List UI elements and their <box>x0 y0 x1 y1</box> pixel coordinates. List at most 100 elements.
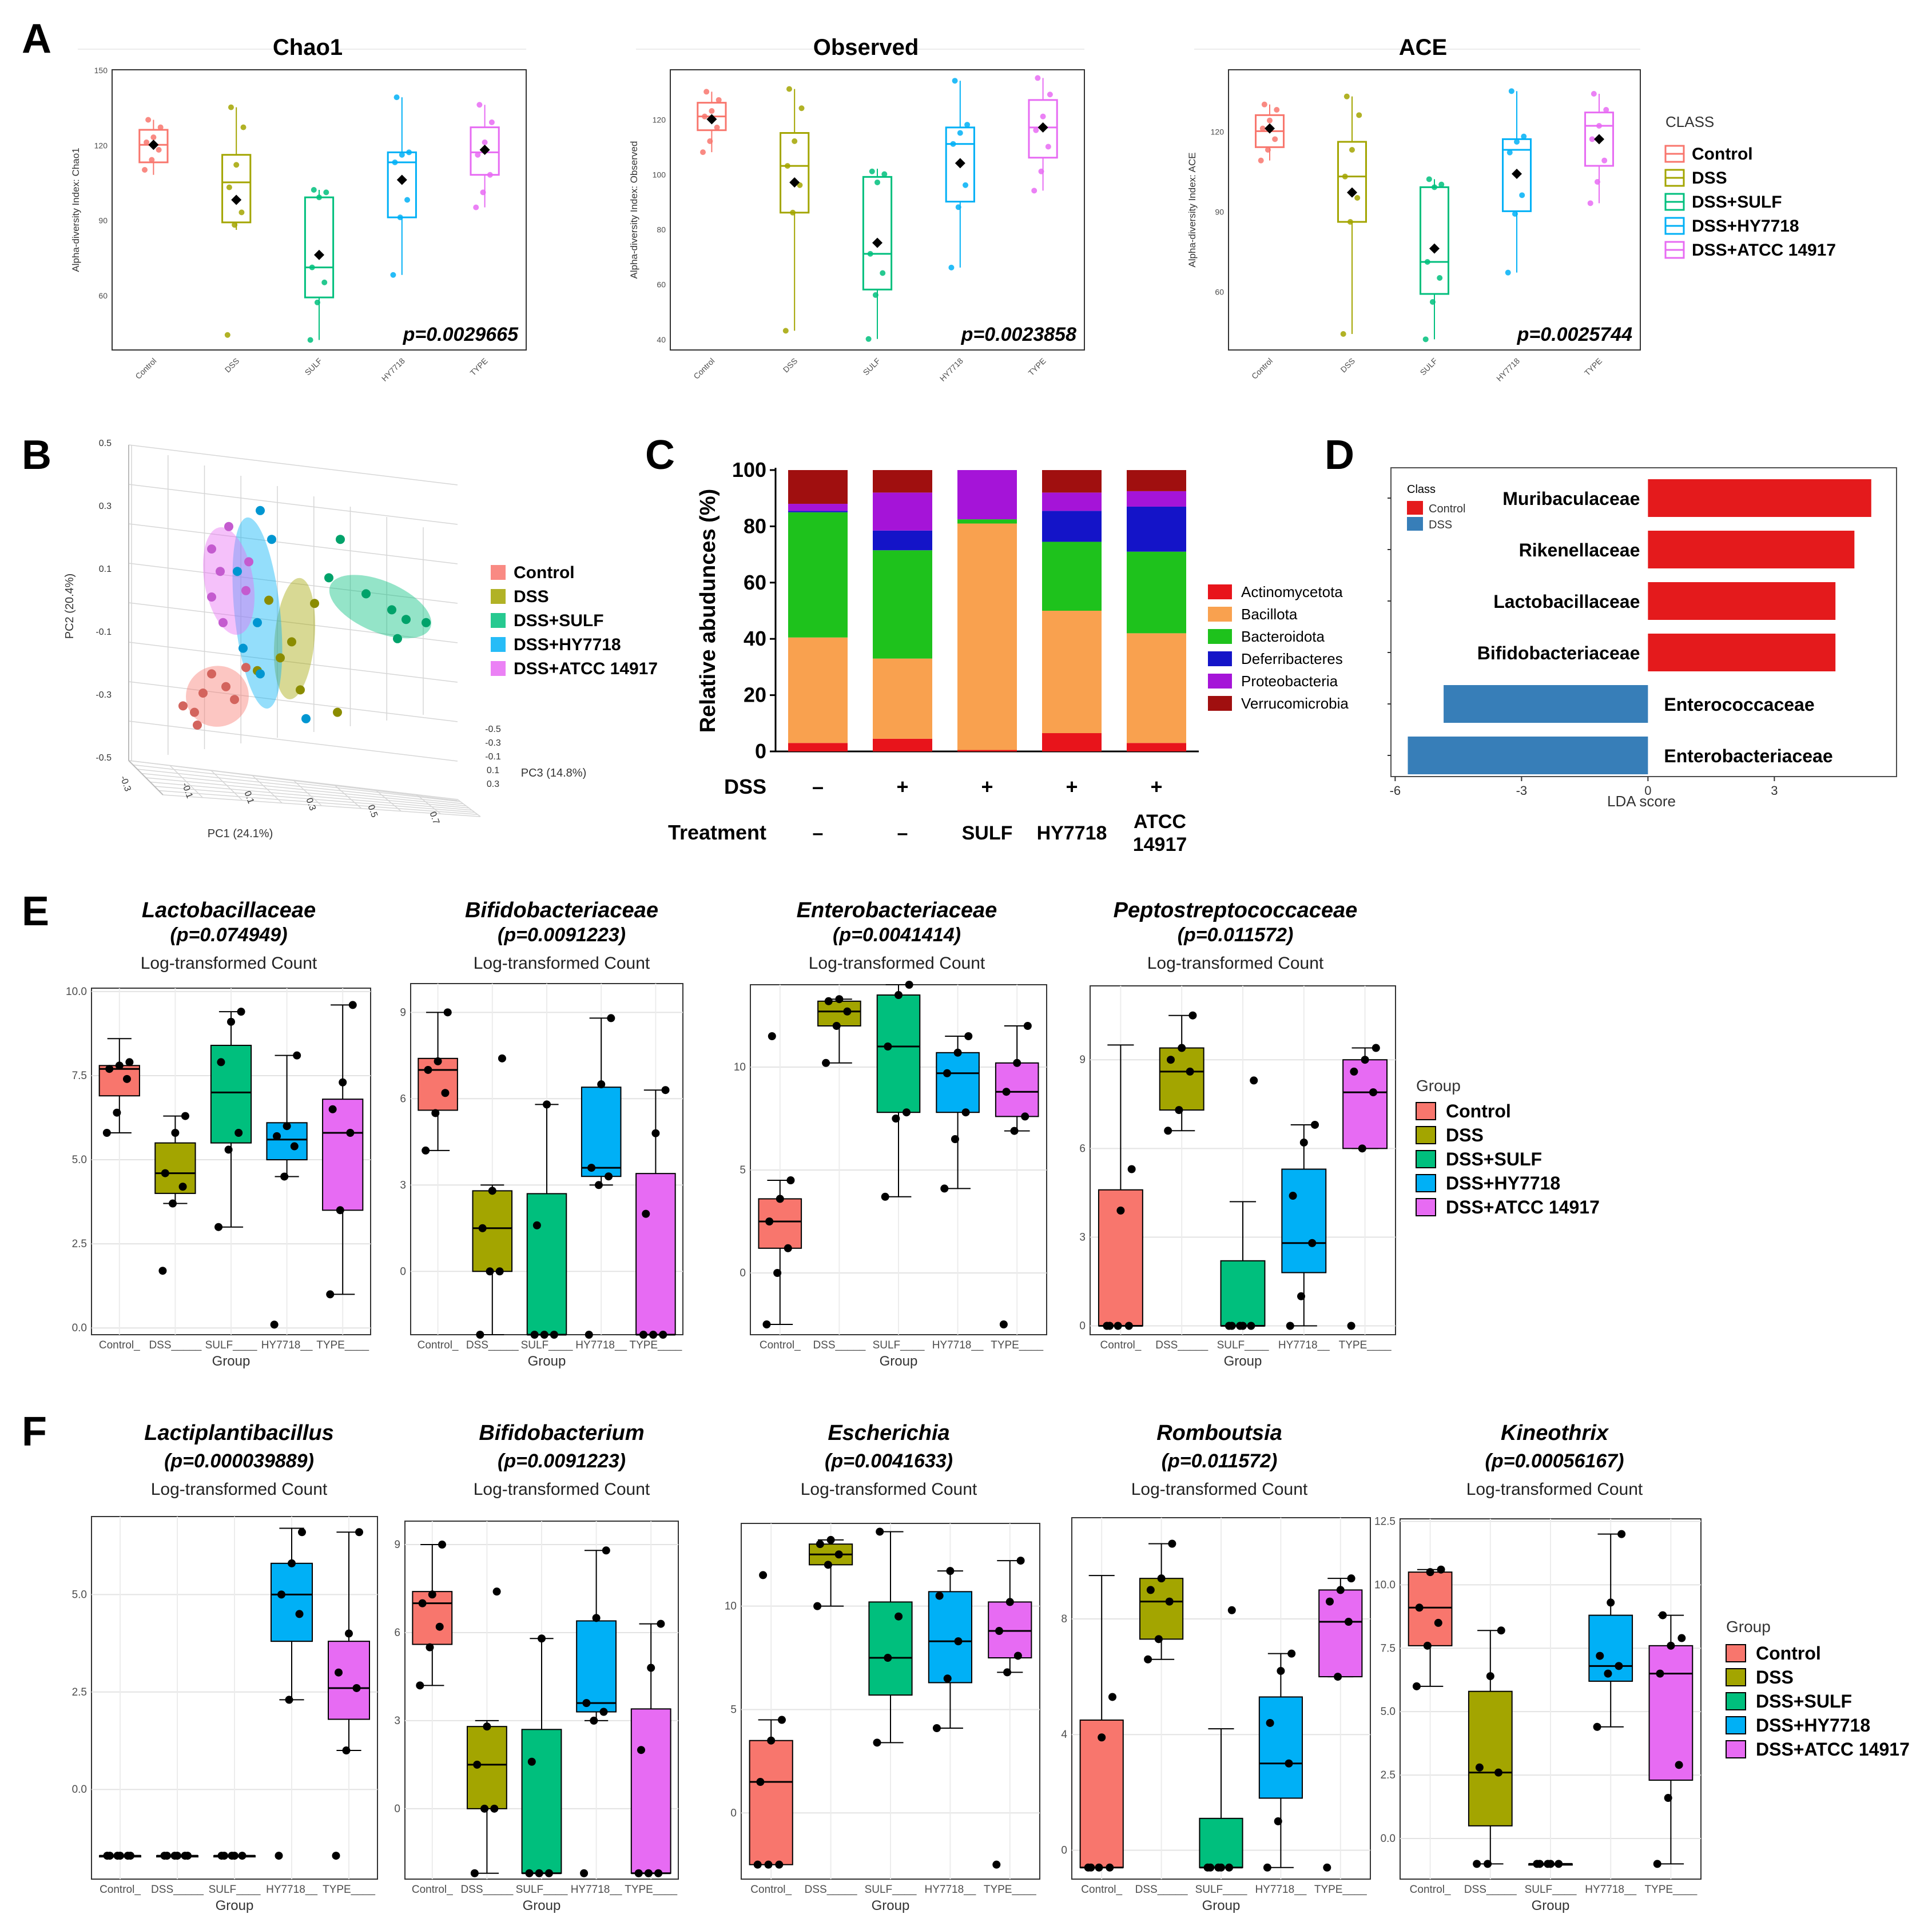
chart-7-data-point <box>659 1331 667 1339</box>
legend-b-swatch <box>491 589 506 604</box>
chart-4-bar-segment-proteobacteria <box>1127 491 1186 507</box>
chart-11-data-point <box>544 1869 553 1877</box>
legend-b-item: Control <box>514 563 575 582</box>
chart-6-x-tick-label: HY7718__ <box>261 1339 313 1351</box>
chart-9-data-point <box>1116 1206 1125 1215</box>
chart-9-data-point <box>1250 1076 1258 1085</box>
chart-3-grid-floor <box>375 789 401 812</box>
chart-4-bar-segment-bacteroidota <box>957 519 1017 524</box>
chart-11-data-point <box>657 1619 665 1628</box>
chart-12-data-point <box>824 1561 832 1569</box>
chart-3-grid-backwall <box>128 484 458 525</box>
chart-8-data-point <box>843 1007 852 1016</box>
chart-13-data-point <box>1266 1718 1274 1727</box>
chart-6-y-tick-label: 0.0 <box>72 1322 87 1334</box>
chart-6-x-axis-label: Group <box>212 1354 251 1369</box>
chart-12-y-tick-label: 10 <box>725 1601 737 1613</box>
chart-13-data-point <box>1144 1655 1152 1664</box>
chart-8-data-point <box>951 1135 959 1143</box>
chart-2-data-point <box>1354 195 1361 201</box>
chart-3-data-point <box>241 663 251 672</box>
chart-11-data-point <box>418 1599 427 1607</box>
chart-1-data-point <box>881 171 888 177</box>
chart-8-box-hy7718 <box>936 1052 980 1113</box>
chart-11-data-point <box>644 1869 653 1877</box>
chart-4-treatment-value: SULF <box>962 822 1013 844</box>
chart-0-x-tick-label: HY7718 <box>380 356 407 383</box>
chart-3-data-point <box>198 689 208 698</box>
chart-12-subtitle: Log-transformed Count <box>801 1480 977 1499</box>
chart-10-x-tick-label: TYPE____ <box>323 1884 375 1896</box>
chart-1-data-point <box>1031 188 1037 194</box>
chart-12-data-point <box>895 1612 903 1621</box>
chart-10-data-point <box>230 1852 238 1860</box>
chart-0-title: Chao1 <box>273 35 343 60</box>
legend-f-swatch <box>1726 1644 1746 1662</box>
chart-13-data-point <box>1347 1574 1355 1583</box>
chart-8-data-point <box>822 1058 830 1067</box>
chart-8-data-point <box>902 1108 911 1117</box>
chart-14-x-tick-label: HY7718__ <box>1585 1884 1636 1896</box>
chart-11-data-point <box>416 1681 424 1690</box>
chart-12-data-point <box>935 1591 944 1600</box>
chart-3-data-point <box>336 535 345 544</box>
chart-11-data-point <box>490 1804 499 1813</box>
chart-3-axis-edge <box>128 760 164 795</box>
chart-10-subtitle: Log-transformed Count <box>151 1480 328 1499</box>
chart-4-bar-segment-deferribacteres <box>873 530 932 551</box>
chart-12-data-point <box>1016 1557 1025 1565</box>
chart-3-data-point <box>301 714 311 723</box>
chart-0-mean-marker <box>479 145 490 155</box>
chart-6-data-point <box>328 1105 337 1113</box>
chart-2-data-point <box>1342 173 1348 180</box>
chart-14-data-point <box>1437 1565 1445 1574</box>
chart-12-data-point <box>943 1674 952 1683</box>
chart-10-data-point <box>288 1559 296 1567</box>
chart-6-title: Lactobacillaceae <box>142 898 316 922</box>
chart-13-data-point <box>1323 1863 1331 1872</box>
legend-f-swatch <box>1726 1716 1746 1734</box>
chart-9-box-type <box>1342 1059 1388 1149</box>
chart-1-data-point <box>963 182 969 188</box>
chart-14-box-dss <box>1468 1690 1513 1826</box>
chart-6-box-type <box>322 1099 364 1211</box>
chart-13-data-point <box>1206 1863 1215 1872</box>
chart-14-x-tick-label: DSS_____ <box>1464 1884 1517 1896</box>
chart-11-data-point <box>527 1757 536 1766</box>
chart-2-y-tick-label: 90 <box>1215 207 1224 216</box>
chart-6-data-point <box>178 1183 187 1191</box>
legend-e-item: DSS+ATCC 14917 <box>1446 1197 1600 1217</box>
chart-12-data-point <box>759 1571 768 1579</box>
chart-12-data-point <box>767 1736 776 1745</box>
chart-12-x-tick-label: SULF____ <box>865 1884 917 1896</box>
chart-4-bar-segment-actinomycetota <box>957 750 1017 751</box>
chart-9-data-point <box>1350 1067 1358 1076</box>
chart-1-data-point <box>1047 91 1053 98</box>
legend-f-item: DSS+ATCC 14917 <box>1756 1739 1910 1760</box>
chart-12-data-point <box>834 1550 843 1559</box>
chart-2-data-point <box>1347 219 1353 225</box>
chart-10-data-point <box>295 1610 304 1618</box>
chart-6-data-point <box>326 1290 335 1299</box>
chart-10-data-point <box>342 1746 351 1755</box>
legend-e-item: DSS+SULF <box>1446 1149 1542 1169</box>
chart-9-data-point <box>1286 1322 1294 1330</box>
chart-1-x-tick-label: Control <box>691 356 716 381</box>
chart-3-data-point <box>296 685 305 695</box>
chart-3-data-point <box>333 707 342 717</box>
chart-7-x-axis-label: Group <box>528 1354 566 1369</box>
chart-13-box-hy7718 <box>1258 1696 1303 1799</box>
chart-8-data-point <box>1002 1088 1011 1096</box>
chart-4-bar-segment-deferribacteres <box>788 511 848 512</box>
chart-3-data-point <box>267 535 276 544</box>
chart-0-data-point <box>397 214 403 221</box>
chart-9-x-tick-label: TYPE____ <box>1339 1339 1392 1351</box>
legend-b-item: DSS+HY7718 <box>514 635 621 654</box>
chart-3-grid-floor <box>210 770 243 801</box>
chart-2-data-point <box>1437 275 1443 281</box>
chart-3-z-tick-label: 0.1 <box>487 766 499 775</box>
chart-10-x-axis-label: Group <box>216 1898 254 1913</box>
chart-9-data-point <box>1372 1044 1380 1052</box>
chart-0-data-point <box>475 152 481 158</box>
chart-1-mean-marker <box>789 177 800 188</box>
